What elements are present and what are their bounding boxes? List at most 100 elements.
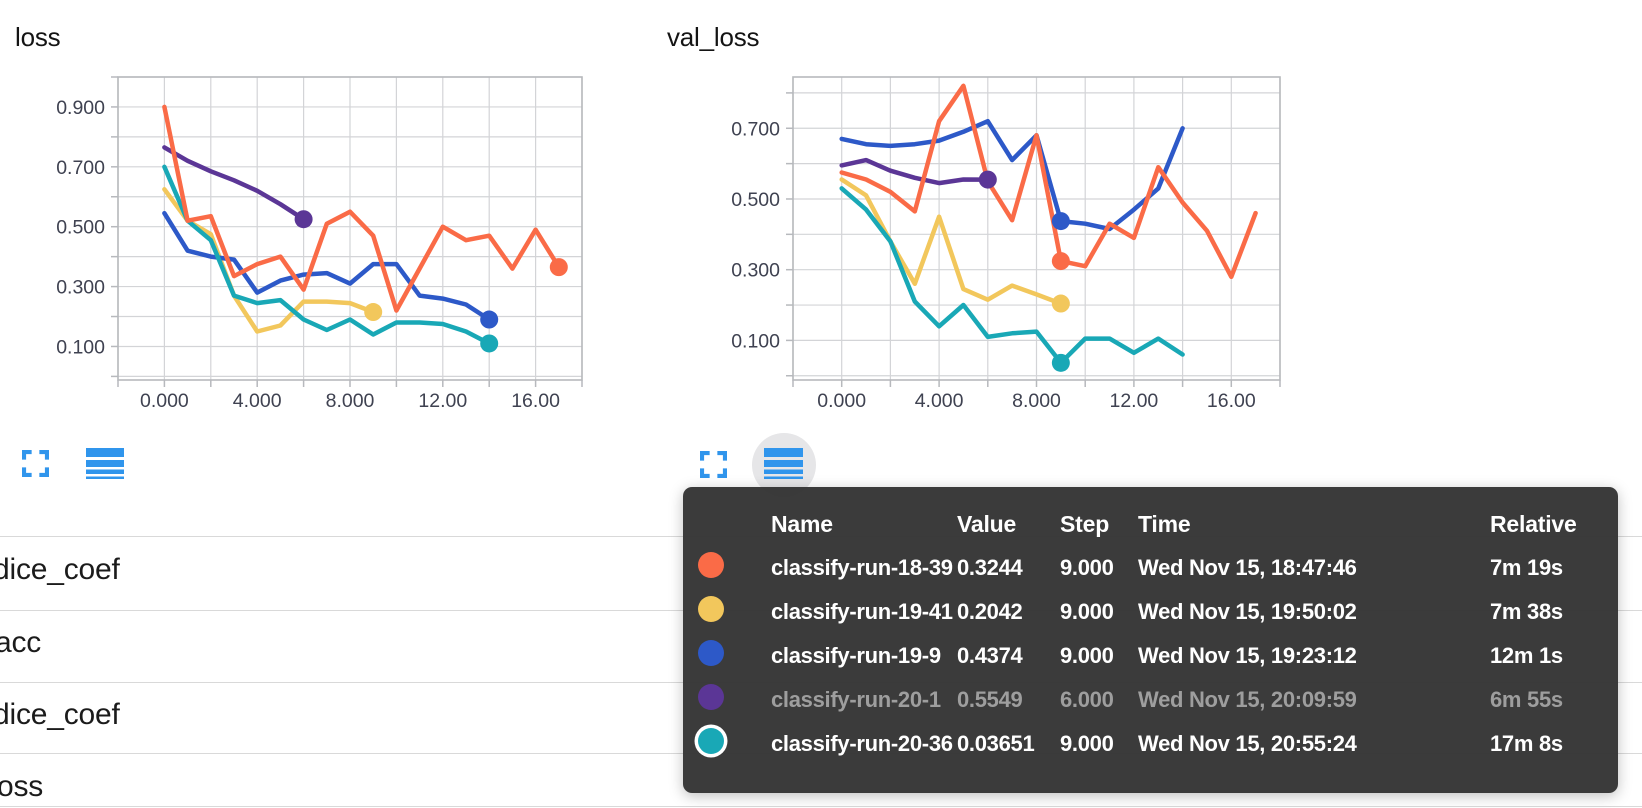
y-axis-labels: 0.900 0.700 0.500 0.300 0.100 xyxy=(56,97,105,359)
series-dot-classify-run-20-1 xyxy=(978,170,997,189)
run-relative: 6m 55s xyxy=(1490,687,1563,712)
series-dot-classify-run-20-36 xyxy=(480,334,499,353)
data-table-icon[interactable] xyxy=(86,448,124,479)
data-table-icon[interactable] xyxy=(764,448,803,479)
run-step: 9.000 xyxy=(1060,599,1114,624)
x-axis-labels: 0.000 4.000 8.000 12.00 16.00 xyxy=(140,390,560,408)
series-dot-classify-run-18-39 xyxy=(1051,252,1070,271)
chart-title-loss: loss xyxy=(15,22,61,52)
tooltip-col-name: Name xyxy=(771,510,833,537)
series-dot-classify-run-20-1 xyxy=(294,210,313,229)
run-value: 0.03651 xyxy=(957,731,1035,756)
metric-section-dice-coef[interactable]: dice_coef xyxy=(0,553,120,586)
list-divider xyxy=(0,806,1642,807)
run-relative: 7m 38s xyxy=(1490,599,1563,624)
svg-text:4.000: 4.000 xyxy=(915,390,964,408)
run-relative: 17m 8s xyxy=(1490,731,1563,756)
tooltip-col-value: Value xyxy=(957,510,1017,537)
tooltip-row-classify-run-19-9: classify-run-19-9 0.4374 9.000 Wed Nov 15, … xyxy=(683,634,1618,678)
run-value: 0.2042 xyxy=(957,599,1023,624)
svg-text:16.00: 16.00 xyxy=(511,390,560,408)
run-step: 9.000 xyxy=(1060,643,1114,668)
series-line-classify-run-18-39 xyxy=(839,83,1258,280)
run-time: Wed Nov 15, 19:23:12 xyxy=(1138,643,1357,668)
svg-text:0.500: 0.500 xyxy=(731,189,780,211)
svg-text:12.00: 12.00 xyxy=(418,390,467,408)
run-values-tooltip: Name Value Step Time Relative classify-r… xyxy=(683,487,1618,793)
tooltip-col-time: Time xyxy=(1138,510,1191,537)
series-dot-classify-run-19-41 xyxy=(1051,294,1070,313)
grid xyxy=(786,76,1281,387)
series-dot-classify-run-20-36 xyxy=(1051,353,1070,372)
svg-text:0.100: 0.100 xyxy=(56,336,105,358)
svg-text:4.000: 4.000 xyxy=(233,390,282,408)
fullscreen-icon[interactable] xyxy=(22,450,49,477)
run-relative: 7m 19s xyxy=(1490,555,1563,580)
tooltip-col-relative: Relative xyxy=(1490,510,1577,537)
series-dot-classify-run-19-9 xyxy=(1051,212,1070,231)
svg-text:8.000: 8.000 xyxy=(1012,390,1061,408)
run-color-dot xyxy=(698,596,724,622)
tooltip-row-classify-run-20-36: classify-run-20-36 0.03651 9.000 Wed Nov 15… xyxy=(683,722,1618,766)
tooltip-row-classify-run-20-1: classify-run-20-1 0.5549 6.000 Wed Nov 15, … xyxy=(683,678,1618,722)
run-value: 0.4374 xyxy=(957,643,1023,668)
series-line-classify-run-20-36 xyxy=(162,164,492,346)
series-line-classify-run-20-1 xyxy=(162,145,306,222)
series-dot-classify-run-19-41 xyxy=(364,303,383,322)
run-step: 9.000 xyxy=(1060,731,1114,756)
run-name: classify-run-20-1 xyxy=(771,687,941,712)
series-line-classify-run-19-41 xyxy=(162,187,376,334)
run-name: classify-run-18-39 xyxy=(771,555,953,580)
chart-title-val-loss: val_loss xyxy=(667,22,760,52)
run-color-dot xyxy=(698,552,724,578)
run-name: classify-run-19-41 xyxy=(771,599,953,624)
svg-text:0.300: 0.300 xyxy=(56,277,105,299)
tooltip-row-classify-run-19-41: classify-run-19-41 0.2042 9.000 Wed Nov 15,… xyxy=(683,590,1618,634)
series-line-classify-run-19-9 xyxy=(839,118,1185,232)
svg-text:12.00: 12.00 xyxy=(1109,390,1158,408)
run-time: Wed Nov 15, 20:09:59 xyxy=(1138,687,1357,712)
series-dot-classify-run-18-39 xyxy=(549,258,568,277)
run-relative: 12m 1s xyxy=(1490,643,1563,668)
run-step: 9.000 xyxy=(1060,555,1114,580)
run-value: 0.5549 xyxy=(957,687,1023,712)
svg-text:0.300: 0.300 xyxy=(731,260,780,282)
fullscreen-icon[interactable] xyxy=(700,451,727,478)
series-line-classify-run-20-36 xyxy=(839,186,1185,366)
tooltip-col-step: Step xyxy=(1060,510,1110,537)
series-line-classify-run-18-39 xyxy=(162,104,562,313)
run-color-dot xyxy=(698,684,724,710)
svg-text:0.000: 0.000 xyxy=(140,390,189,408)
svg-text:0.900: 0.900 xyxy=(56,97,105,119)
grid xyxy=(111,76,583,387)
metric-section-dice-coef[interactable]: dice_coef xyxy=(0,698,120,731)
svg-text:0.700: 0.700 xyxy=(56,157,105,179)
tooltip-row-classify-run-18-39: classify-run-18-39 0.3244 9.000 Wed Nov 15,… xyxy=(683,546,1618,590)
series-line-classify-run-19-41 xyxy=(839,177,1064,306)
series-dot-classify-run-19-9 xyxy=(480,310,499,329)
metric-section-acc[interactable]: acc xyxy=(0,626,42,659)
run-step: 6.000 xyxy=(1060,687,1114,712)
run-time: Wed Nov 15, 19:50:02 xyxy=(1138,599,1357,624)
x-axis-labels: 0.000 4.000 8.000 12.00 16.00 xyxy=(817,390,1256,408)
svg-text:0.100: 0.100 xyxy=(731,330,780,352)
loss-chart[interactable]: 0.000 4.000 8.000 12.00 16.00 0.900 0.700 0.500… xyxy=(0,58,645,408)
svg-text:0.000: 0.000 xyxy=(817,390,866,408)
svg-text:8.000: 8.000 xyxy=(326,390,375,408)
svg-text:0.500: 0.500 xyxy=(56,217,105,239)
tooltip-header: Name Value Step Time Relative xyxy=(683,502,1618,546)
run-color-dot xyxy=(698,728,724,754)
run-color-dot xyxy=(698,640,724,666)
y-axis-labels: 0.700 0.500 0.300 0.100 xyxy=(731,118,780,352)
run-value: 0.3244 xyxy=(957,555,1023,580)
run-name: classify-run-19-9 xyxy=(771,643,941,668)
run-name: classify-run-20-36 xyxy=(771,731,953,756)
val-loss-chart[interactable]: 0.000 4.000 8.000 12.00 16.00 0.700 0.500 0.300… xyxy=(650,58,1340,408)
series-line-classify-run-20-1 xyxy=(839,157,991,186)
run-time: Wed Nov 15, 20:55:24 xyxy=(1138,731,1357,756)
metric-section-loss[interactable]: oss xyxy=(0,770,44,803)
svg-text:0.700: 0.700 xyxy=(731,118,780,140)
run-time: Wed Nov 15, 18:47:46 xyxy=(1138,555,1357,580)
tooltip-rows: classify-run-18-39 0.3244 9.000 Wed Nov 15,… xyxy=(683,546,1618,766)
